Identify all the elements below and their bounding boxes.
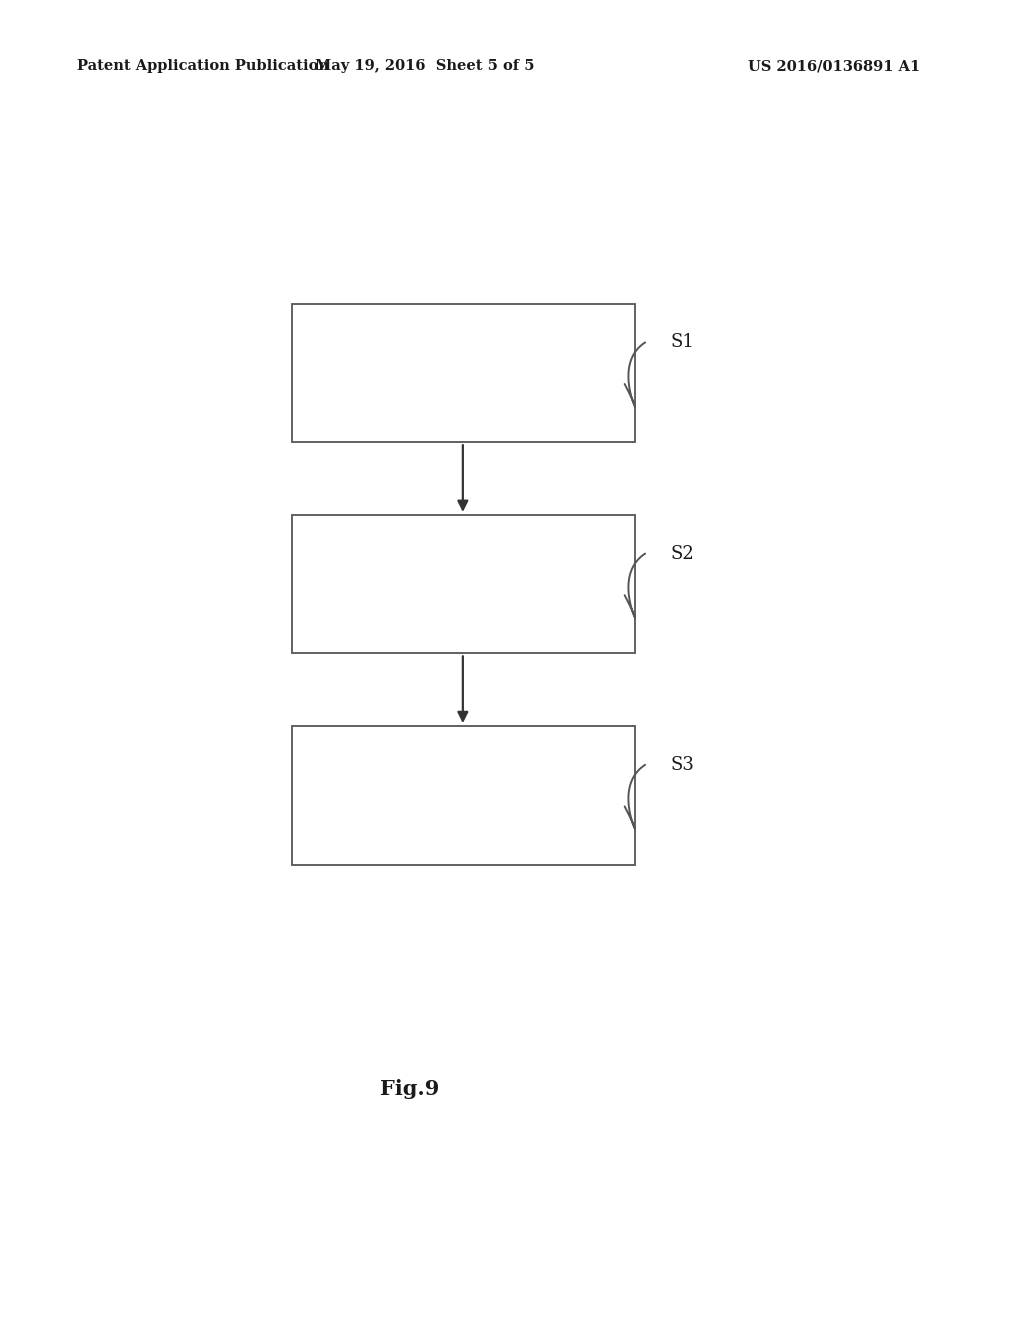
- Bar: [292, 304, 635, 442]
- Bar: [292, 515, 635, 653]
- Text: S1: S1: [671, 334, 694, 351]
- Text: May 19, 2016  Sheet 5 of 5: May 19, 2016 Sheet 5 of 5: [315, 59, 535, 74]
- Text: Patent Application Publication: Patent Application Publication: [77, 59, 329, 74]
- Text: US 2016/0136891 A1: US 2016/0136891 A1: [748, 59, 920, 74]
- Text: Fig.9: Fig.9: [380, 1078, 439, 1100]
- Bar: [292, 726, 635, 865]
- Text: S2: S2: [671, 545, 694, 562]
- Text: S3: S3: [671, 756, 694, 774]
